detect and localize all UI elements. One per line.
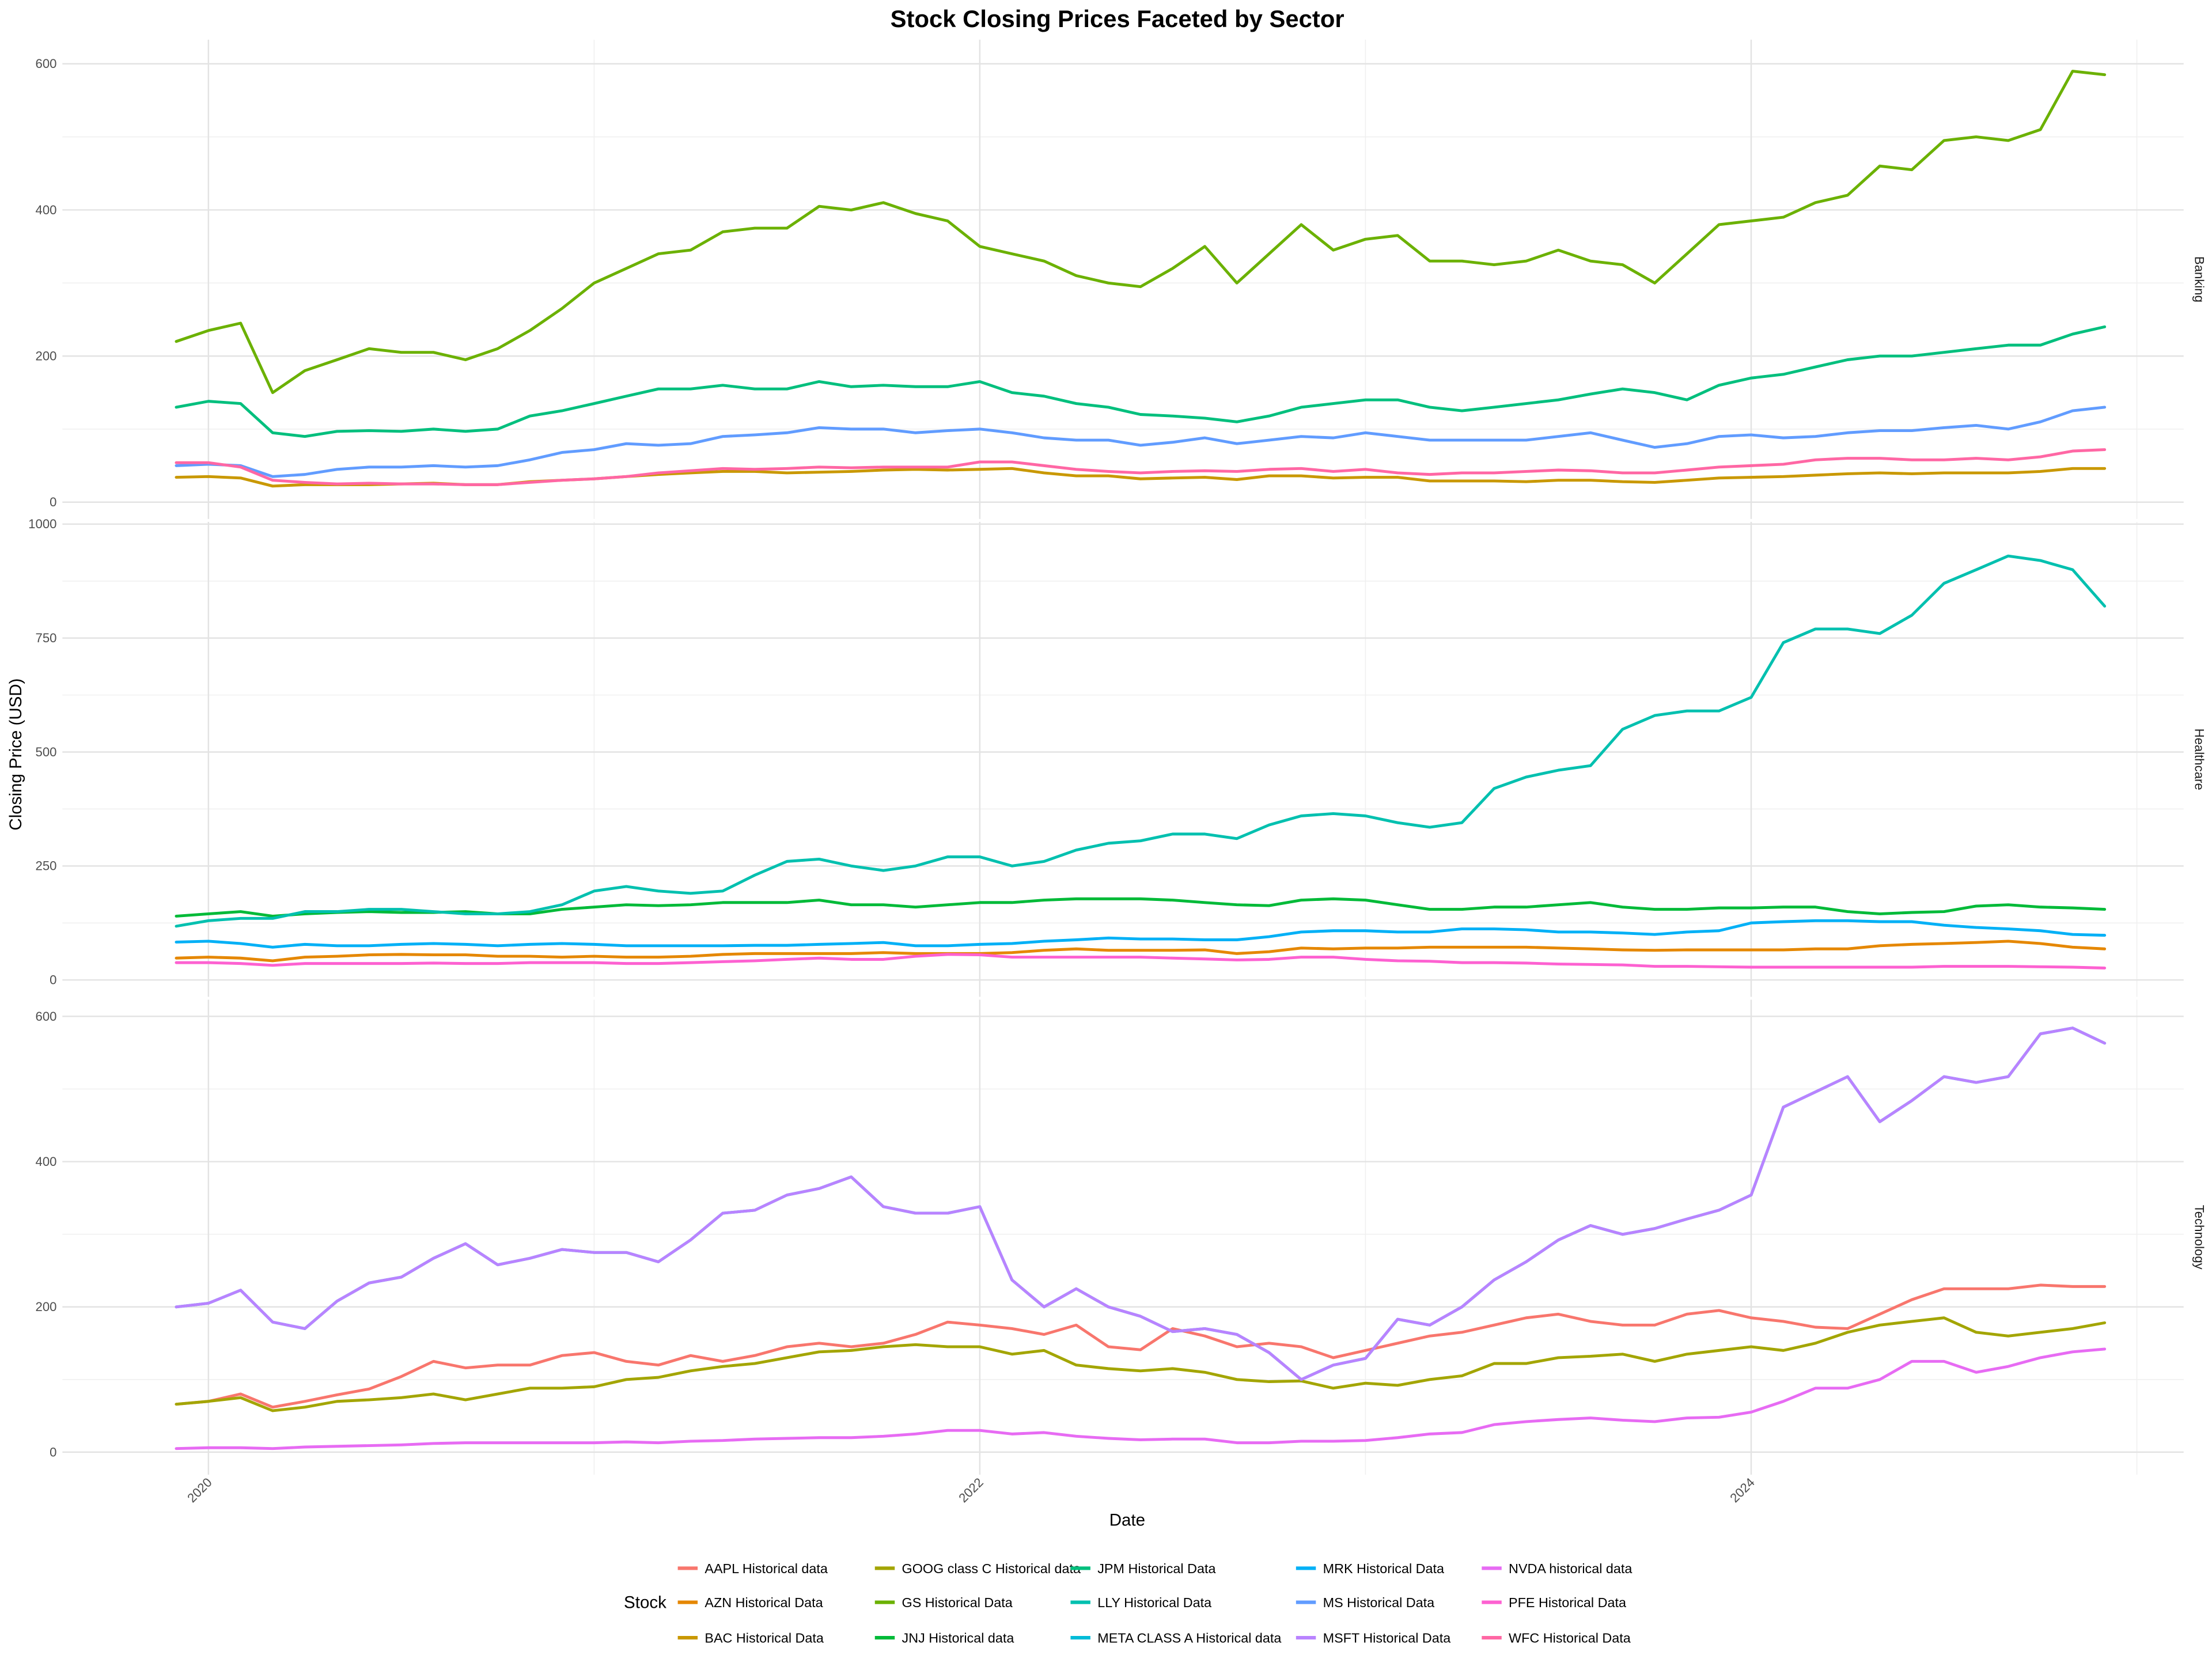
facet-strip-label: Healthcare bbox=[2192, 729, 2206, 790]
y-tick-label: 500 bbox=[36, 745, 57, 759]
y-tick-label: 200 bbox=[36, 1300, 57, 1314]
x-tick-label: 2024 bbox=[1727, 1475, 1758, 1506]
y-tick-label: 0 bbox=[50, 495, 56, 509]
legend-item-label: GS Historical Data bbox=[902, 1595, 1013, 1610]
series-line bbox=[175, 919, 2107, 949]
series-line bbox=[175, 1347, 2107, 1450]
legend-item: WFC Historical Data bbox=[1482, 1631, 1631, 1646]
legend-item: GOOG class C Historical data bbox=[874, 1561, 1081, 1576]
legend-item: AZN Historical Data bbox=[677, 1595, 823, 1610]
series-line bbox=[175, 554, 2107, 928]
legend: Stock AAPL Historical data AZN Historical… bbox=[624, 1561, 1632, 1646]
series-line bbox=[175, 1316, 2107, 1412]
legend-item: NVDA historical data bbox=[1482, 1561, 1632, 1576]
legend-item-label: JPM Historical Data bbox=[1097, 1561, 1215, 1576]
facet-panels: 0 200 400 600 Banking 0 250 500 750 1000 Healthcar… bbox=[28, 39, 2206, 1475]
legend-item: MSFT Historical Data bbox=[1296, 1631, 1450, 1646]
series-line bbox=[175, 1027, 2107, 1381]
y-tick-label: 200 bbox=[36, 349, 57, 363]
legend-item-label: AAPL Historical data bbox=[704, 1561, 828, 1576]
series-line bbox=[175, 325, 2107, 438]
series-line bbox=[175, 953, 2107, 969]
legend-item-label: JNJ Historical data bbox=[902, 1631, 1014, 1646]
legend-item: LLY Historical Data bbox=[1070, 1595, 1211, 1610]
facet-strip-label: Technology bbox=[2192, 1205, 2206, 1270]
facet-panel-banking: 0 200 400 600 Banking bbox=[36, 39, 2206, 519]
legend-item-label: WFC Historical Data bbox=[1509, 1631, 1631, 1646]
y-axis-title: Closing Price (USD) bbox=[6, 679, 25, 831]
x-axis-tick-labels: 2020 2022 2024 bbox=[184, 1475, 1758, 1506]
legend-item-label: LLY Historical Data bbox=[1097, 1595, 1211, 1610]
y-tick-label: 250 bbox=[36, 859, 57, 873]
legend-item: JNJ Historical data bbox=[874, 1631, 1014, 1646]
series-line bbox=[175, 940, 2107, 963]
y-tick-label: 0 bbox=[50, 973, 56, 987]
x-tick-label: 2020 bbox=[184, 1475, 215, 1506]
legend-item: PFE Historical Data bbox=[1482, 1595, 1626, 1610]
legend-item-label: MRK Historical Data bbox=[1323, 1561, 1444, 1576]
x-tick-label: 2022 bbox=[956, 1475, 986, 1506]
legend-item-label: GOOG class C Historical data bbox=[902, 1561, 1081, 1576]
x-axis-title: Date bbox=[1109, 1511, 1145, 1530]
legend-item: AAPL Historical data bbox=[677, 1561, 828, 1576]
legend-title: Stock bbox=[624, 1593, 666, 1612]
legend-item-label: MS Historical Data bbox=[1323, 1595, 1435, 1610]
legend-item: GS Historical Data bbox=[874, 1595, 1013, 1610]
facet-strip-label: Banking bbox=[2192, 256, 2206, 302]
y-tick-label: 1000 bbox=[28, 517, 56, 531]
facet-panel-healthcare: 0 250 500 750 1000 Healthcare bbox=[28, 517, 2206, 997]
y-tick-label: 400 bbox=[36, 1154, 57, 1169]
y-tick-label: 600 bbox=[36, 56, 57, 71]
legend-item-label: PFE Historical Data bbox=[1509, 1595, 1626, 1610]
legend-item: META CLASS A Historical data bbox=[1070, 1631, 1281, 1646]
y-tick-label: 600 bbox=[36, 1009, 57, 1024]
legend-item: MS Historical Data bbox=[1296, 1595, 1434, 1610]
chart-title: Stock Closing Prices Faceted by Sector bbox=[891, 5, 1344, 32]
legend-item: MRK Historical Data bbox=[1296, 1561, 1444, 1576]
series-line bbox=[175, 448, 2107, 486]
series-line bbox=[175, 1283, 2107, 1409]
legend-item: BAC Historical Data bbox=[677, 1631, 824, 1646]
facet-panel-technology: 0 200 400 600 Technology bbox=[36, 999, 2206, 1475]
legend-item-label: META CLASS A Historical data bbox=[1097, 1631, 1281, 1646]
y-tick-label: 400 bbox=[36, 203, 57, 217]
legend-item-label: MSFT Historical Data bbox=[1323, 1631, 1451, 1646]
legend-item-label: BAC Historical Data bbox=[704, 1631, 824, 1646]
y-tick-label: 750 bbox=[36, 631, 57, 645]
y-tick-label: 0 bbox=[50, 1445, 56, 1459]
legend-item: JPM Historical Data bbox=[1070, 1561, 1215, 1576]
legend-item-label: NVDA historical data bbox=[1509, 1561, 1632, 1576]
series-line bbox=[175, 70, 2107, 395]
series-line bbox=[175, 406, 2107, 478]
legend-item-label: AZN Historical Data bbox=[704, 1595, 823, 1610]
